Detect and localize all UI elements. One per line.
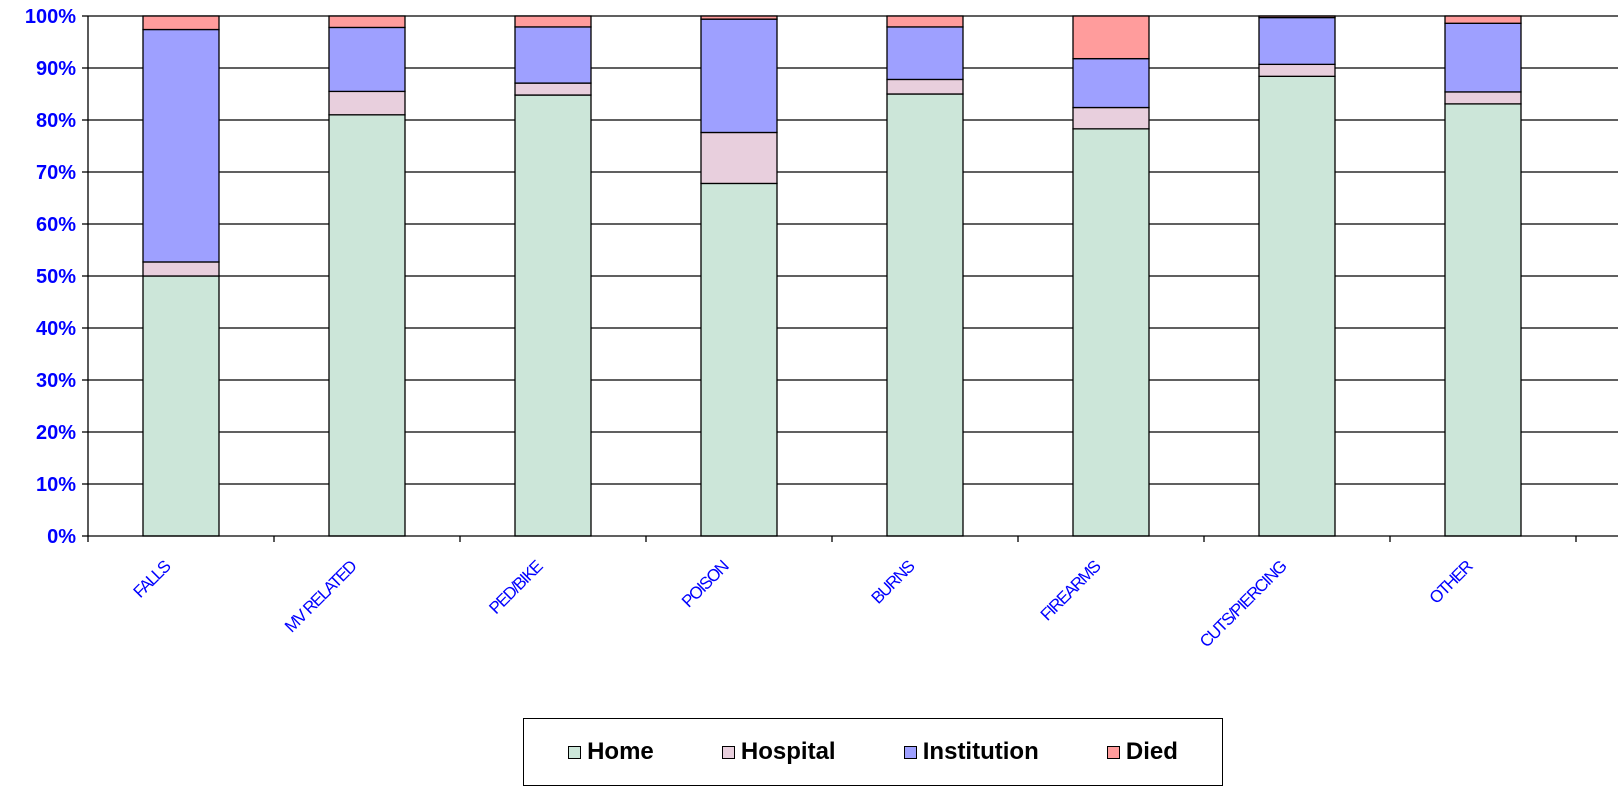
axes	[87, 16, 1618, 537]
y-tick-label: 90%	[36, 58, 76, 80]
bar-segment-died	[700, 15, 778, 20]
y-tick-label: 70%	[36, 162, 76, 184]
bar-segment-home	[142, 275, 220, 537]
x-tick-label: POISON	[678, 557, 732, 611]
bar-segment-died	[1258, 15, 1336, 19]
stacked-bar-chart: 0% 10% 20% 30% 40% 50% 60% 70% 80% 90% 100% FALLS M…	[25, 6, 1618, 651]
bar-stack-burns	[886, 15, 964, 537]
legend-item-home: Home	[568, 738, 654, 766]
bar-segment-institution	[700, 18, 778, 134]
bar-stack-cuts-piercing	[1258, 15, 1336, 537]
bar-segment-institution	[1444, 22, 1522, 93]
bar-segment-institution	[1072, 57, 1150, 109]
bar-segment-home	[328, 114, 406, 537]
bar-segment-hospital	[514, 82, 592, 96]
y-tick-label: 10%	[36, 474, 76, 496]
gridlines	[88, 15, 1618, 485]
bar-segment-hospital	[1072, 106, 1150, 130]
x-tick-label: FIREARMS	[1037, 557, 1105, 625]
x-tick-label: CUTS/PIERCING	[1196, 557, 1290, 651]
bar-stack-ped-bike	[514, 15, 592, 537]
bar-stack-falls	[142, 15, 220, 537]
legend-swatch-institution	[903, 745, 917, 759]
bar-segment-home	[700, 182, 778, 537]
legend-swatch-died	[1106, 745, 1120, 759]
bar-segment-home	[886, 93, 964, 537]
legend-swatch-hospital	[721, 745, 735, 759]
y-axis-ticks: 0% 10% 20% 30% 40% 50% 60% 70% 80% 90% 100%	[25, 6, 88, 548]
bar-segment-institution	[328, 26, 406, 93]
y-tick-label: 0%	[47, 526, 76, 548]
bar-segment-hospital	[700, 131, 778, 185]
y-tick-label: 40%	[36, 318, 76, 340]
legend-item-died: Died	[1106, 738, 1178, 766]
bar-stack-other	[1444, 15, 1522, 537]
bar-segment-hospital	[142, 261, 220, 277]
legend-label-died: Died	[1125, 738, 1178, 765]
bar-segment-institution	[1258, 16, 1336, 66]
bars	[142, 15, 1522, 537]
x-axis-ticks: FALLS MV RELATED PED/BIKE POISON BURNS FIREAR…	[87, 536, 1577, 651]
bar-stack-mv-related	[328, 15, 406, 537]
x-tick-label: FALLS	[130, 557, 175, 602]
chart-legend: Home Hospital Institution Died	[523, 718, 1223, 786]
bar-segment-home	[1072, 128, 1150, 537]
bar-segment-home	[514, 94, 592, 537]
bar-segment-hospital	[1258, 63, 1336, 77]
bar-segment-died	[1444, 15, 1522, 24]
legend-item-institution: Institution	[903, 738, 1039, 766]
y-tick-label: 60%	[36, 214, 76, 236]
bar-segment-hospital	[886, 78, 964, 95]
x-tick-label: BURNS	[868, 557, 919, 608]
legend-label-home: Home	[587, 738, 654, 765]
bar-segment-died	[142, 15, 220, 31]
bar-segment-hospital	[328, 90, 406, 116]
y-tick-label: 80%	[36, 110, 76, 132]
y-tick-label: 100%	[25, 6, 76, 28]
bar-stack-poison	[700, 15, 778, 537]
bar-segment-home	[1258, 75, 1336, 537]
bar-segment-home	[1444, 103, 1522, 537]
legend-label-institution: Institution	[922, 738, 1039, 765]
bar-segment-died	[514, 15, 592, 28]
bar-segment-died	[328, 15, 406, 29]
x-tick-label: MV RELATED	[281, 557, 361, 637]
bar-segment-died	[886, 15, 964, 28]
bar-stack-firearms	[1072, 15, 1150, 537]
bar-segment-institution	[142, 28, 220, 263]
y-tick-label: 30%	[36, 370, 76, 392]
x-tick-label: OTHER	[1426, 557, 1477, 608]
bar-segment-institution	[514, 26, 592, 84]
bar-segment-institution	[886, 26, 964, 81]
y-tick-label: 20%	[36, 422, 76, 444]
legend-swatch-home	[568, 745, 582, 759]
y-tick-label: 50%	[36, 266, 76, 288]
x-tick-label: PED/BIKE	[485, 557, 546, 618]
legend-item-hospital: Hospital	[721, 738, 836, 766]
legend-label-hospital: Hospital	[740, 738, 836, 765]
bar-segment-died	[1072, 15, 1150, 60]
bar-segment-hospital	[1444, 91, 1522, 105]
